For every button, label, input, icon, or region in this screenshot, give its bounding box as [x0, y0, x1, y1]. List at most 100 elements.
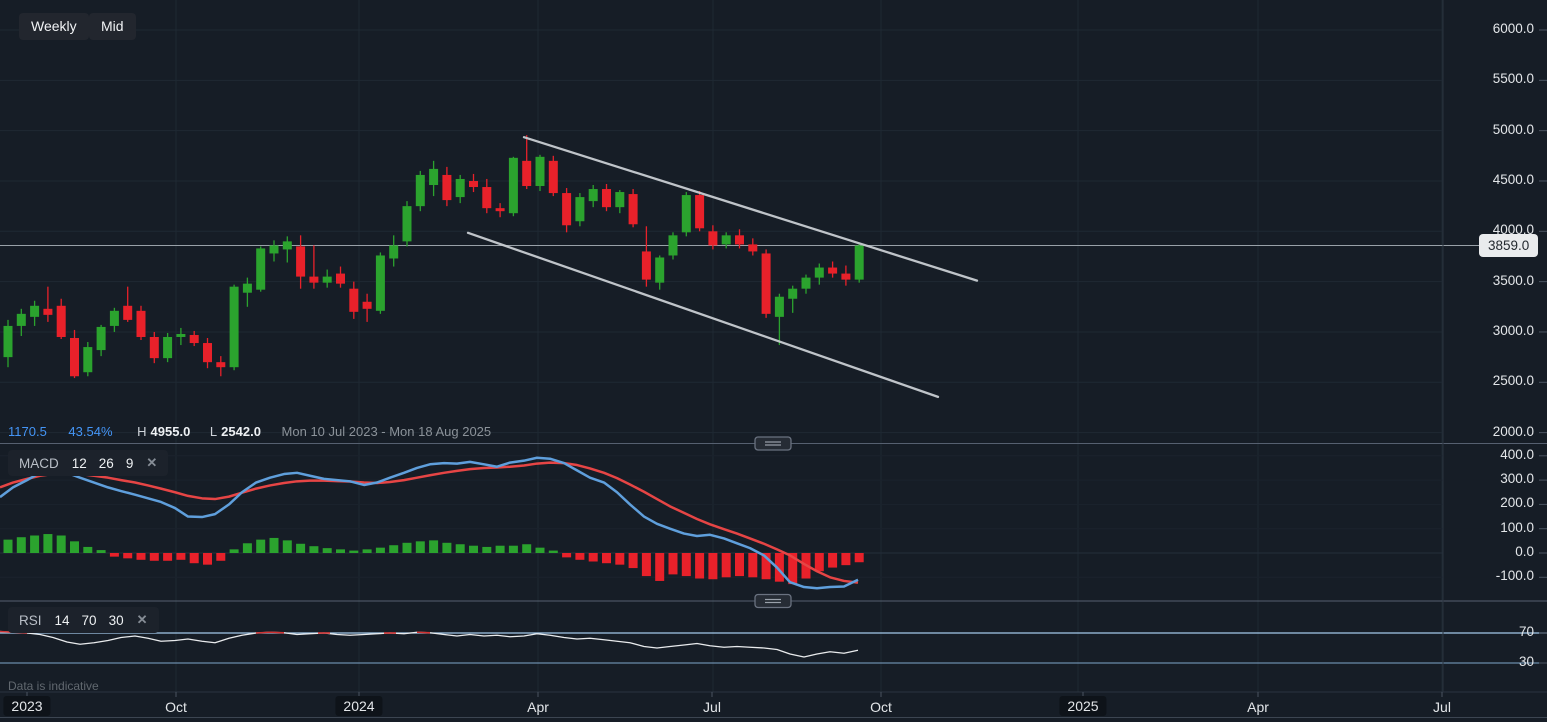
candle-body: [814, 267, 824, 278]
macd-histogram-bar: [242, 543, 252, 553]
price-axis-label: 3500.0: [1492, 272, 1534, 288]
macd-signal-param: 9: [125, 455, 134, 471]
macd-histogram-bar: [375, 547, 385, 553]
status-bar: 1170.5 43.54% H 4955.0 L 2542.0 Mon 10 Jul…: [8, 424, 491, 439]
candle-body: [70, 338, 79, 377]
macd-histogram-bar: [16, 537, 26, 553]
time-axis-label: 2025: [1059, 696, 1107, 716]
candle-body: [30, 305, 40, 317]
low-value: 2542.0: [221, 424, 261, 439]
macd-histogram-bar: [109, 553, 119, 557]
price-axis-label: 3000.0: [1492, 322, 1534, 338]
macd-indicator-label[interactable]: MACD 12 26 9 ✕: [8, 450, 169, 476]
time-axis-label: 2023: [3, 696, 51, 716]
macd-histogram-bar: [788, 553, 798, 585]
candle-body: [362, 301, 372, 309]
rsi-close-icon[interactable]: ✕: [136, 612, 148, 627]
candle-body: [708, 231, 718, 246]
candle-body: [548, 160, 558, 194]
date-range: Mon 10 Jul 2023 - Mon 18 Aug 2025: [281, 424, 492, 439]
trendline-annotation: [466, 231, 940, 399]
pane-resize-handle[interactable]: [754, 593, 792, 609]
candle-body: [668, 235, 678, 256]
candle-body: [615, 192, 625, 208]
price-axis-label: 2000.0: [1492, 423, 1534, 439]
macd-histogram-bar: [136, 553, 146, 560]
macd-histogram-bar: [588, 553, 598, 562]
candle-body: [16, 313, 26, 326]
candle-body: [176, 333, 186, 337]
pane-resize-handle[interactable]: [754, 436, 792, 451]
candle-body: [482, 187, 492, 209]
candle-body: [655, 257, 665, 283]
time-axis-label: Jul: [1433, 699, 1451, 715]
macd-histogram-bar: [735, 553, 744, 577]
macd-axis-label: 400.0: [1500, 446, 1534, 462]
macd-histogram-bar: [841, 553, 851, 566]
high-value: 4955.0: [150, 424, 191, 439]
candle-body: [495, 208, 505, 212]
candle-body: [269, 245, 279, 254]
macd-histogram-bar: [216, 553, 226, 561]
macd-axis-label: 300.0: [1500, 471, 1534, 487]
macd-histogram-bar: [123, 553, 133, 559]
rsi-overbought-param: 70: [81, 612, 97, 628]
rsi-overbought-segment: [255, 631, 285, 634]
candle-body: [203, 343, 212, 363]
change-percent: 43.54%: [68, 424, 113, 439]
macd-histogram-bar: [256, 539, 266, 553]
candle-body: [96, 326, 106, 351]
candle-body: [801, 277, 811, 289]
candle-body: [522, 160, 532, 187]
candle-body: [109, 310, 119, 326]
macd-histogram-bar: [429, 540, 439, 553]
candle-body: [628, 194, 638, 225]
macd-histogram-bar: [469, 545, 478, 553]
macd-histogram-bar: [30, 535, 40, 553]
macd-histogram-bar: [322, 548, 332, 553]
candle-body: [242, 283, 252, 293]
candle-body: [455, 178, 465, 198]
macd-histogram-bar: [83, 546, 93, 553]
candle-body: [163, 336, 173, 359]
candle-body: [349, 288, 359, 312]
candle-body: [309, 276, 319, 283]
candle-body: [535, 156, 545, 187]
candle-body: [256, 248, 266, 290]
macd-axis-label: 100.0: [1500, 519, 1534, 535]
candle-body: [282, 241, 292, 250]
macd-histogram-bar: [402, 542, 412, 553]
macd-histogram-bar: [562, 553, 572, 558]
rsi-period-param: 14: [54, 612, 70, 628]
macd-histogram-bar: [296, 543, 306, 553]
candle-body: [83, 347, 93, 373]
price-axis-label: 5500.0: [1492, 71, 1534, 87]
candle-body: [229, 286, 239, 368]
macd-close-icon[interactable]: ✕: [146, 455, 158, 470]
price-axis-label: 2500.0: [1492, 373, 1534, 389]
candle-body: [43, 308, 53, 315]
candle-body: [562, 193, 572, 226]
rsi-indicator-label[interactable]: RSI 14 70 30 ✕: [8, 607, 159, 633]
macd-histogram-bar: [695, 553, 705, 579]
candle-body: [469, 180, 478, 188]
rsi-axis-label: 70: [1518, 624, 1534, 639]
candle-body: [322, 276, 332, 283]
candle-body: [136, 310, 146, 337]
candle-body: [788, 288, 798, 299]
macd-histogram-bar: [774, 553, 784, 582]
candle-body: [841, 273, 851, 280]
macd-axis-label: 0.0: [1515, 544, 1534, 559]
macd-histogram-bar: [149, 553, 159, 561]
macd-histogram-bar: [495, 545, 505, 553]
time-axis-label: Oct: [870, 699, 892, 715]
price-type-button[interactable]: Mid: [89, 13, 136, 40]
macd-histogram-bar: [176, 553, 186, 560]
price-axis-label: 4000.0: [1492, 222, 1534, 238]
timeframe-button[interactable]: Weekly: [19, 13, 89, 40]
macd-fast-param: 12: [71, 455, 87, 471]
high-label: H: [137, 424, 147, 439]
macd-histogram-bar: [3, 539, 13, 553]
candle-body: [588, 189, 598, 202]
